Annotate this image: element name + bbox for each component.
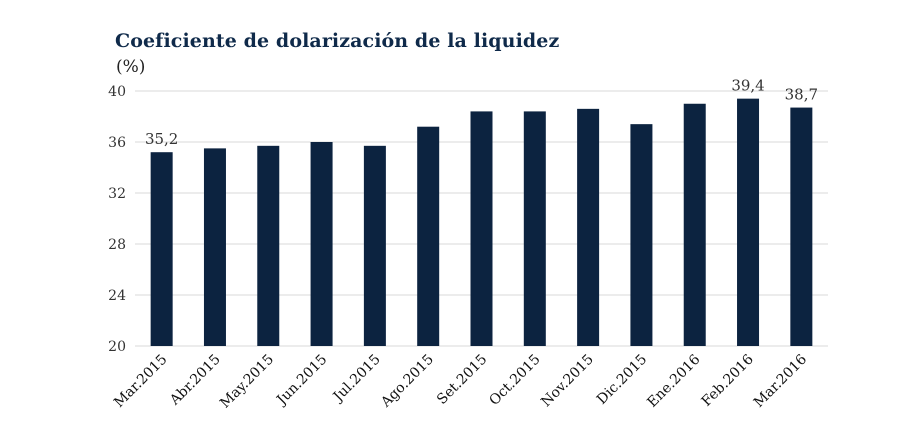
data-label-Mar.2016: 38,7 xyxy=(785,86,818,104)
x-tick-label-Abr.2015: Abr.2015 xyxy=(166,352,223,409)
bar-Jun.2015 xyxy=(310,142,333,346)
data-label-Mar.2015: 35,2 xyxy=(145,130,178,148)
bar-Mar.2016 xyxy=(790,107,813,346)
bar-Ago.2015 xyxy=(417,126,440,346)
y-axis-unit-label: (%) xyxy=(116,57,146,77)
x-tick-label-Set.2015: Set.2015 xyxy=(434,352,490,408)
y-tick-label: 36 xyxy=(108,135,126,151)
y-tick-label: 24 xyxy=(108,288,126,304)
y-tick-label: 28 xyxy=(108,237,126,253)
chart-title: Coeficiente de dolarización de la liquid… xyxy=(115,30,560,52)
x-tick-label-Jun.2015: Jun.2015 xyxy=(273,352,331,410)
data-label-Feb.2016: 39,4 xyxy=(731,77,764,95)
bar-Set.2015 xyxy=(470,111,493,347)
x-tick-label-Dic.2015: Dic.2015 xyxy=(594,352,650,408)
bar-Dic.2015 xyxy=(630,124,653,347)
y-tick-label: 32 xyxy=(108,186,126,202)
bar-Oct.2015 xyxy=(523,111,546,347)
x-tick-label-Oct.2015: Oct.2015 xyxy=(486,352,543,409)
bar-Mar.2015 xyxy=(150,152,173,346)
x-tick-label-Nov.2015: Nov.2015 xyxy=(538,352,597,411)
bar-Nov.2015 xyxy=(577,108,600,346)
bar-Jul.2015 xyxy=(363,145,386,346)
x-tick-label-Mar.2016: Mar.2016 xyxy=(751,351,810,410)
x-tick-label-Feb.2016: Feb.2016 xyxy=(699,351,757,409)
y-tick-label: 20 xyxy=(108,339,126,355)
x-tick-label-Mar.2015: Mar.2015 xyxy=(111,352,170,411)
x-tick-label-Ene.2016: Ene.2016 xyxy=(644,351,703,410)
x-tick-label-Jul.2015: Jul.2015 xyxy=(329,352,384,407)
bar-Feb.2016 xyxy=(737,98,760,347)
bar-Ene.2016 xyxy=(683,103,706,346)
bar-Abr.2015 xyxy=(203,148,226,346)
x-tick-label-May.2015: May.2015 xyxy=(217,352,277,412)
y-tick-label: 40 xyxy=(108,84,126,100)
x-tick-label-Ago.2015: Ago.2015 xyxy=(377,352,437,412)
bar-May.2015 xyxy=(257,145,280,346)
